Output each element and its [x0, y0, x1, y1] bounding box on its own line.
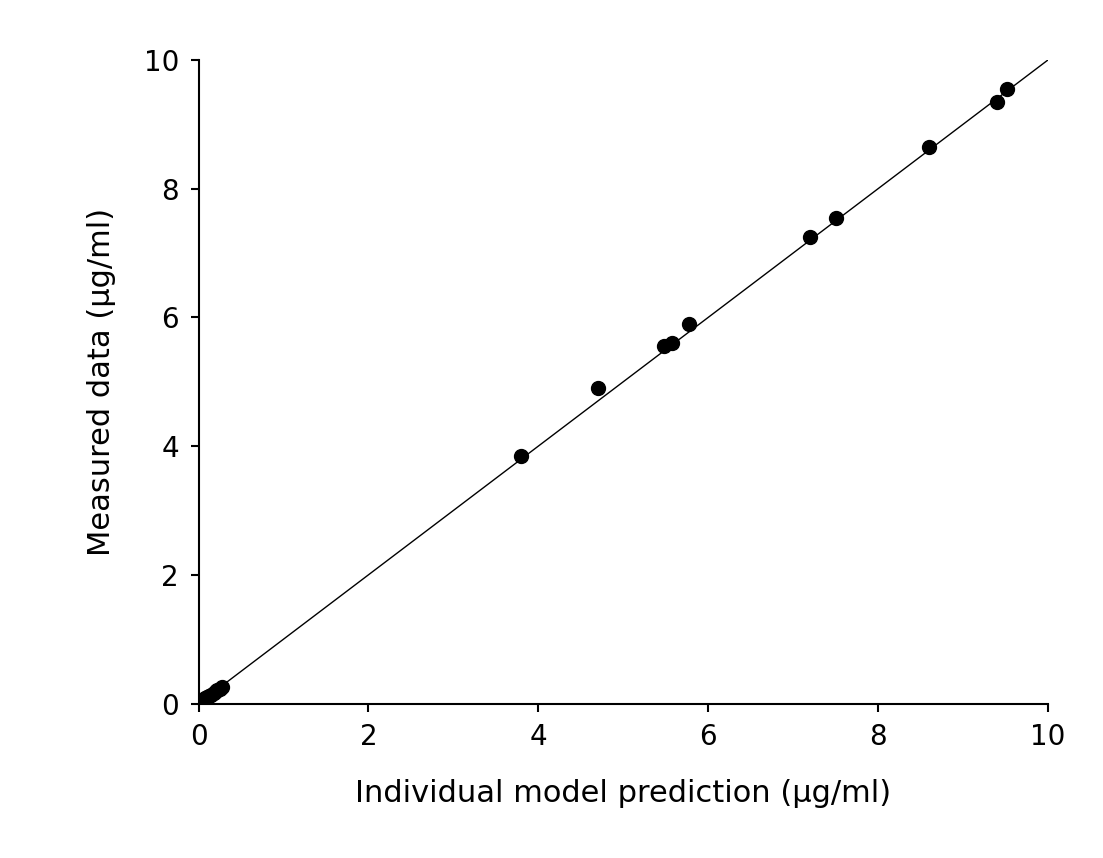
Point: [203, 687, 221, 701]
Point: [208, 683, 226, 697]
Point: [920, 140, 938, 154]
Point: [194, 693, 212, 707]
Point: [998, 82, 1016, 96]
Point: [206, 685, 224, 698]
X-axis label: Individual model prediction (μg/ml): Individual model prediction (μg/ml): [355, 779, 891, 807]
Point: [192, 695, 210, 709]
Y-axis label: Measured data (μg/ml): Measured data (μg/ml): [87, 208, 116, 556]
Point: [196, 692, 214, 705]
Point: [655, 340, 673, 353]
Point: [200, 689, 217, 703]
Point: [801, 230, 818, 244]
Point: [195, 692, 213, 706]
Point: [681, 317, 698, 330]
Point: [664, 336, 682, 350]
Point: [199, 690, 216, 704]
Point: [513, 449, 531, 462]
Point: [827, 211, 845, 225]
Point: [988, 95, 1006, 109]
Point: [211, 682, 228, 696]
Point: [205, 686, 223, 699]
Point: [589, 381, 607, 395]
Point: [214, 680, 232, 693]
Point: [193, 694, 211, 708]
Point: [192, 695, 210, 709]
